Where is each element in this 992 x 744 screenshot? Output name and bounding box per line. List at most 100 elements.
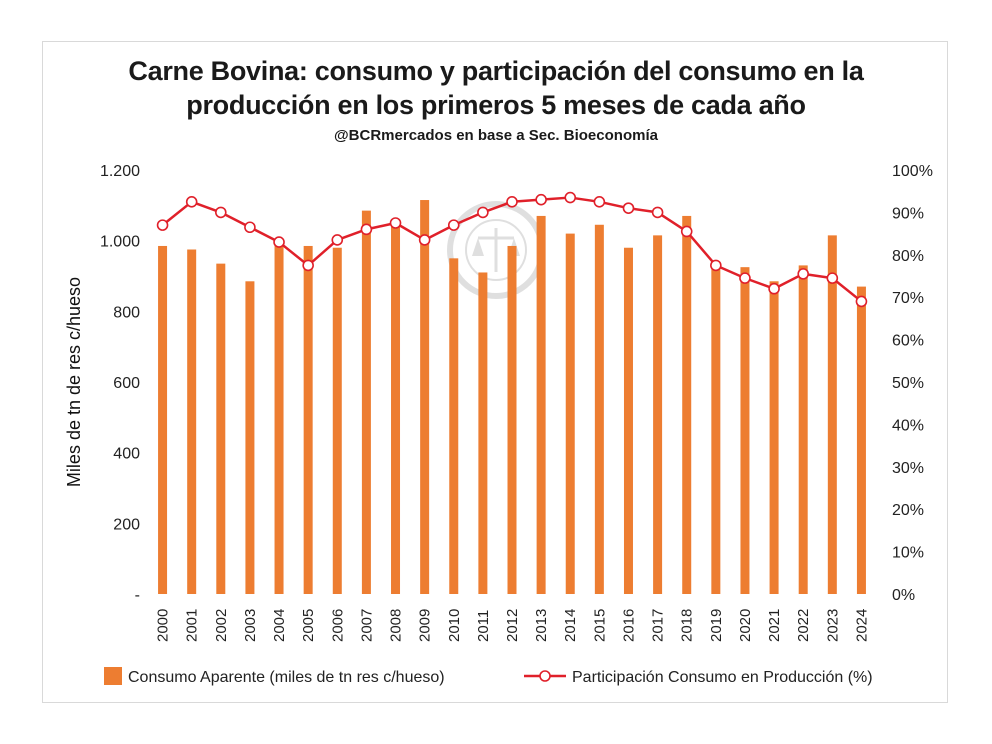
line-point-2008 [389, 217, 402, 229]
x-tick-label: 2016 [620, 609, 637, 642]
x-tick-label: 2004 [271, 609, 288, 642]
legend-line-label: Participación Consumo en Producción (%) [572, 669, 873, 686]
left-tick-label: 800 [113, 304, 140, 321]
bar-2022 [798, 265, 808, 594]
bar-2008 [391, 223, 401, 594]
bar-2001 [187, 249, 197, 594]
x-tick-label: 2000 [155, 609, 172, 642]
x-tick-label: 2023 [824, 609, 841, 642]
x-tick-label: 2012 [504, 609, 521, 642]
line-point-2019 [710, 259, 722, 272]
bar-2013 [536, 215, 546, 594]
bar-2023 [827, 235, 837, 594]
bar-2020 [740, 267, 750, 594]
bar-2015 [594, 224, 604, 594]
line-point-2016 [622, 202, 635, 214]
x-tick-label: 2001 [184, 609, 201, 642]
bar-2012 [507, 245, 517, 594]
chart-title-line2: producción en los primeros 5 meses de ca… [186, 90, 806, 120]
left-tick-label: 400 [113, 446, 140, 463]
line-point-2010 [447, 219, 460, 231]
x-tick-label: 2020 [737, 609, 754, 642]
line-point-2021 [768, 282, 780, 295]
x-tick-label: 2006 [329, 609, 346, 642]
line-point-2015 [593, 196, 606, 208]
left-tick-label: 1.000 [100, 234, 140, 251]
bar-2005 [303, 245, 313, 594]
right-tick-label: 90% [892, 205, 924, 222]
line-point-2002 [215, 206, 227, 219]
legend-line-marker [539, 670, 551, 682]
right-tick-label: 100% [892, 163, 933, 180]
left-tick-label: 600 [113, 375, 140, 392]
right-tick-label: 60% [892, 333, 924, 350]
right-tick-label: 30% [892, 460, 924, 477]
x-tick-label: 2008 [388, 609, 405, 642]
line-point-2013 [535, 193, 547, 206]
bar-2016 [623, 247, 633, 594]
x-tick-label: 2007 [358, 609, 375, 642]
bar-2004 [274, 242, 284, 594]
line-point-2012 [506, 196, 518, 208]
line-point-2022 [797, 268, 810, 280]
x-tick-label: 2013 [533, 609, 550, 642]
line-point-2003 [244, 221, 256, 234]
line-point-2017 [651, 206, 664, 219]
x-tick-label: 2018 [679, 609, 696, 642]
right-tick-label: 40% [892, 417, 924, 434]
line-point-2024 [855, 295, 868, 308]
right-tick-label: 80% [892, 248, 924, 265]
bar-2014 [565, 233, 575, 594]
bcr-seal-watermark [447, 201, 545, 299]
left-tick-label: - [135, 587, 140, 604]
bar-2018 [682, 215, 692, 594]
right-tick-label: 0% [892, 587, 915, 604]
x-tick-label: 2024 [853, 609, 870, 642]
bar-2010 [449, 258, 459, 594]
bar-2002 [216, 263, 226, 594]
bar-2007 [361, 210, 371, 594]
line-point-2023 [826, 272, 839, 284]
right-tick-label: 10% [892, 545, 924, 562]
line-point-2007 [360, 223, 373, 236]
x-tick-label: 2010 [446, 609, 463, 642]
x-tick-label: 2005 [300, 609, 317, 642]
chart-subtitle: @BCRmercados en base a Sec. Bioeconomía [334, 127, 658, 144]
y-axis-label: Miles de tn de res c/hueso [64, 277, 84, 487]
x-tick-label: 2019 [708, 609, 725, 642]
bar-2011 [478, 272, 488, 594]
line-point-2014 [564, 191, 577, 204]
x-tick-label: 2022 [795, 609, 812, 642]
legend-bar-swatch [104, 667, 122, 685]
line-point-2018 [680, 225, 693, 238]
bar-2006 [332, 247, 342, 594]
x-tick-label: 2009 [417, 609, 434, 642]
line-point-2011 [477, 206, 489, 219]
right-tick-label: 20% [892, 502, 924, 519]
legend-bar-label: Consumo Aparente (miles de tn res c/hues… [128, 669, 445, 686]
line-point-2004 [273, 236, 285, 248]
x-tick-label: 2017 [650, 609, 667, 642]
bar-2017 [653, 235, 663, 594]
bar-2009 [420, 200, 430, 595]
x-tick-label: 2015 [591, 609, 608, 642]
x-tick-label: 2014 [562, 609, 579, 642]
bar-2019 [711, 261, 721, 594]
bar-2021 [769, 281, 779, 594]
x-tick-label: 2011 [475, 610, 492, 642]
bar-2003 [245, 281, 255, 594]
line-point-2001 [185, 196, 198, 208]
right-tick-label: 50% [892, 375, 924, 392]
bar-2000 [158, 245, 168, 594]
right-tick-label: 70% [892, 290, 924, 307]
line-point-2009 [418, 234, 431, 246]
line-point-2005 [302, 259, 314, 272]
line-point-2000 [156, 219, 169, 231]
chart-title-line1: Carne Bovina: consumo y participación de… [128, 56, 864, 86]
x-tick-label: 2021 [766, 609, 783, 642]
bar-2024 [856, 286, 866, 594]
left-tick-label: 1.200 [100, 163, 140, 180]
x-tick-label: 2002 [213, 609, 230, 642]
left-tick-label: 200 [113, 516, 140, 533]
